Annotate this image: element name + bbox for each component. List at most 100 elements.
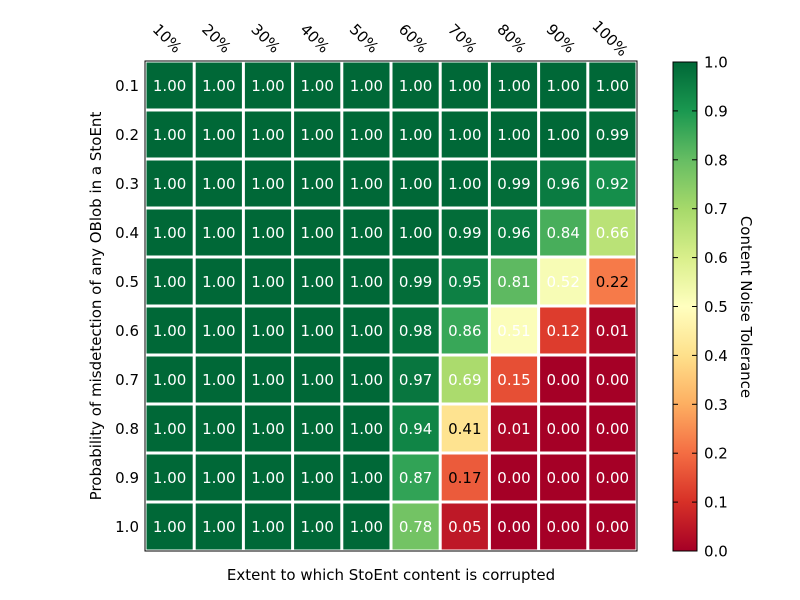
y-tick-label: 0.5 (115, 273, 139, 291)
heatmap-cell (343, 209, 390, 256)
heatmap-cell (589, 454, 636, 501)
heatmap-cell (146, 307, 193, 354)
heatmap-cell (294, 111, 341, 158)
cell-value-label: 1.00 (300, 273, 333, 291)
heatmap-cell (540, 258, 587, 305)
cell-value-label: 0.84 (546, 224, 579, 242)
heatmap-cell (441, 258, 488, 305)
heatmap-cell (146, 258, 193, 305)
heatmap-cell (146, 503, 193, 550)
cell-value-label: 1.00 (350, 469, 383, 487)
cell-value-label: 0.00 (546, 469, 579, 487)
cell-value-label: 1.00 (202, 224, 235, 242)
cell-value-label: 1.00 (300, 322, 333, 340)
cell-value-label: 1.00 (300, 126, 333, 144)
x-tick-label: 60% (395, 20, 431, 56)
x-tick-label: 20% (198, 20, 234, 56)
cell-value-label: 0.41 (448, 420, 481, 438)
heatmap-cell (294, 62, 341, 109)
cell-value-label: 1.00 (300, 469, 333, 487)
cell-value-label: 1.00 (251, 322, 284, 340)
heatmap-cell (490, 111, 538, 158)
heatmap-cell (244, 454, 292, 501)
plot-frame (144, 60, 638, 552)
cell-value-label: 0.15 (497, 371, 530, 389)
cell-value-label: 1.00 (350, 126, 383, 144)
heatmap-cell (540, 503, 587, 550)
cell-value-label: 0.99 (596, 126, 629, 144)
y-tick-labels: 0.1 0.2 0.3 0.4 0.5 0.6 0.7 0.8 0.9 1.0 (115, 77, 139, 536)
heatmap-cell (589, 258, 636, 305)
cell-value-label: 1.00 (350, 175, 383, 193)
cell-value-label: 1.00 (300, 77, 333, 95)
heatmap-cell (195, 258, 242, 305)
cell-value-label: 1.00 (153, 518, 186, 536)
heatmap-cell (343, 454, 390, 501)
heatmap-cell (441, 356, 488, 403)
heatmap-cell (343, 356, 390, 403)
colorbar-tick-label: 1.0 (704, 54, 728, 72)
heatmap-cell (294, 454, 341, 501)
cell-value-label: 1.00 (300, 518, 333, 536)
cell-value-label: 1.00 (202, 273, 235, 291)
heatmap-cell (195, 160, 242, 207)
heatmap-cell (540, 405, 587, 452)
heatmap-cell (244, 307, 292, 354)
cell-value-label: 0.00 (497, 469, 530, 487)
heatmap-cell (589, 62, 636, 109)
heatmap-cell (392, 307, 439, 354)
cell-value-label: 1.00 (448, 175, 481, 193)
heatmap-cell (244, 405, 292, 452)
heatmap-cell (343, 160, 390, 207)
heatmap-cell (490, 258, 538, 305)
colorbar-label: Content Noise Tolerance (737, 216, 755, 398)
heatmap-cell (195, 356, 242, 403)
heatmap-cell (441, 62, 488, 109)
heatmap-cell (146, 356, 193, 403)
y-tick-label: 0.8 (115, 420, 139, 438)
heatmap-cell (244, 258, 292, 305)
heatmap-cell (540, 160, 587, 207)
heatmap-cell (294, 209, 341, 256)
cell-value-label: 1.00 (497, 126, 530, 144)
cell-value-label: 1.00 (153, 224, 186, 242)
heatmap-cell (490, 160, 538, 207)
cell-value-label: 1.00 (202, 175, 235, 193)
colorbar-tick-label: 0.7 (704, 200, 728, 218)
heatmap-cell (343, 503, 390, 550)
heatmap-cell (490, 405, 538, 452)
heatmap-cell (294, 405, 341, 452)
heatmap-cell (441, 405, 488, 452)
heatmap-cell (392, 503, 439, 550)
cell-value-label: 0.66 (596, 224, 629, 242)
heatmap-cell (244, 356, 292, 403)
cell-value-label: 1.00 (153, 77, 186, 95)
cell-value-label: 1.00 (153, 420, 186, 438)
cell-value-label: 0.97 (399, 371, 432, 389)
cell-value-label: 0.00 (546, 420, 579, 438)
heatmap-cell (392, 111, 439, 158)
colorbar-ticks: 0.0 0.1 0.2 0.3 0.4 0.5 0.6 0.7 0.8 0.9 1.0 (673, 54, 728, 561)
heatmap-cell (146, 405, 193, 452)
x-tick-label: 10% (149, 20, 185, 56)
cell-value-label: 1.00 (596, 77, 629, 95)
y-tick-label: 0.7 (115, 371, 139, 389)
heatmap-cells: 1.00 1.00 1.00 1.00 1.00 1.00 1.00 1.00 1.00 1.00… (146, 62, 636, 550)
heatmap-cell (589, 307, 636, 354)
heatmap-cell (589, 503, 636, 550)
cell-value-label: 0.98 (399, 322, 432, 340)
cell-value-label: 1.00 (448, 77, 481, 95)
cell-value-label: 0.12 (546, 322, 579, 340)
cell-value-label: 1.00 (153, 371, 186, 389)
heatmap-cell (441, 160, 488, 207)
cell-value-label: 0.00 (596, 518, 629, 536)
cell-value-label: 1.00 (153, 273, 186, 291)
x-tick-label: 50% (346, 20, 382, 56)
heatmap-cell (490, 62, 538, 109)
heatmap-cell (244, 209, 292, 256)
colorbar-tick-label: 0.3 (704, 396, 728, 414)
heatmap-cell (589, 405, 636, 452)
cell-value-label: 1.00 (153, 322, 186, 340)
x-tick-label: 40% (297, 20, 333, 56)
